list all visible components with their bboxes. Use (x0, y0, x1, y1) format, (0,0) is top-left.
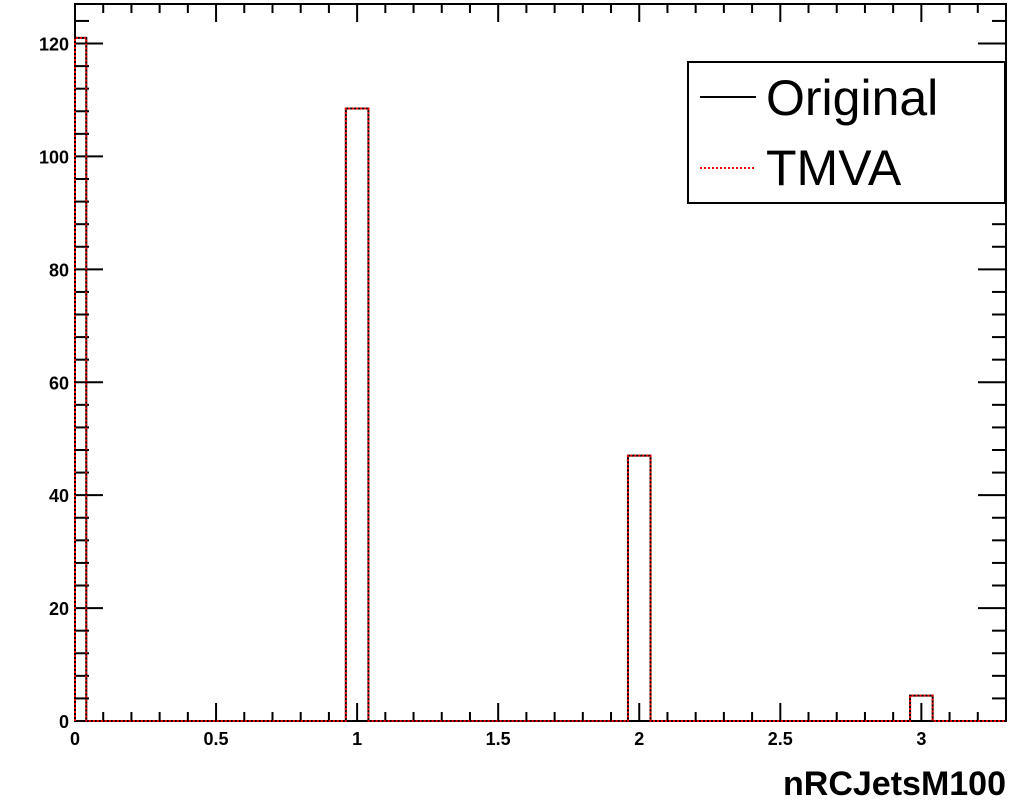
legend-box (687, 61, 1006, 204)
x-axis-title: nRCJetsM100 (783, 765, 1006, 802)
x-tick-label: 3 (916, 729, 926, 749)
x-tick-label: 0 (70, 729, 80, 749)
y-tick-label: 40 (49, 486, 69, 506)
histogram-series-tmva (74, 36, 1006, 722)
x-tick-label: 2 (634, 729, 644, 749)
x-tick-label: 1.5 (486, 729, 511, 749)
legend-label-original: Original (766, 70, 938, 126)
legend-label-tmva: TMVA (766, 140, 902, 196)
y-tick-label: 80 (49, 260, 69, 280)
x-tick-label: 1 (352, 729, 362, 749)
y-tick-label: 0 (59, 712, 69, 732)
y-tick-label: 100 (39, 147, 69, 167)
x-tick-label: 2.5 (768, 729, 793, 749)
legend: Original TMVA (687, 61, 1006, 204)
y-tick-label: 120 (39, 35, 69, 55)
y-tick-label: 20 (49, 599, 69, 619)
y-tick-label: 60 (49, 373, 69, 393)
x-tick-label: 0.5 (204, 729, 229, 749)
